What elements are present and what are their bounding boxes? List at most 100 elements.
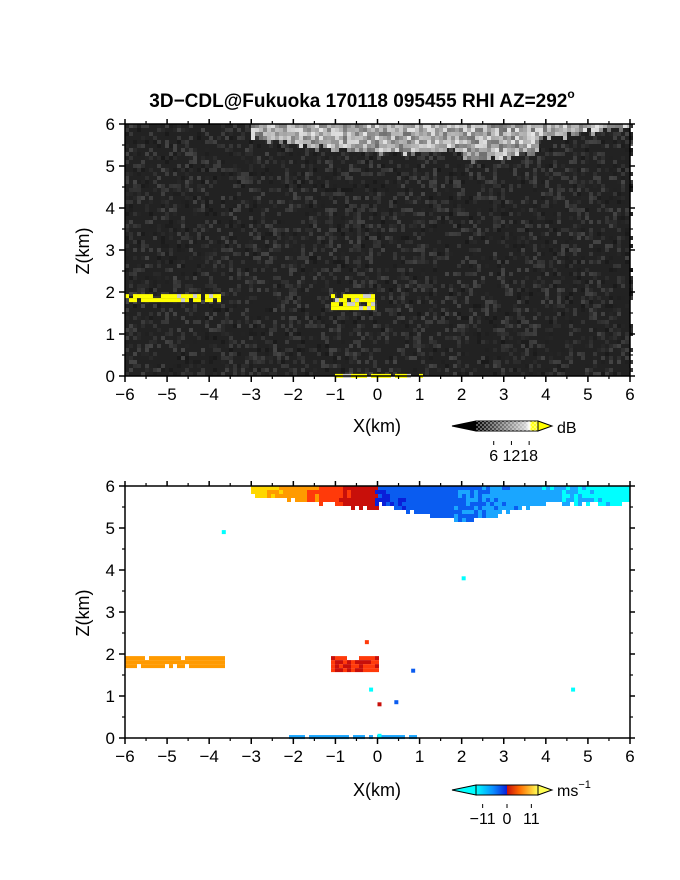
noise-pixel bbox=[293, 196, 297, 200]
noise-pixel bbox=[453, 200, 457, 204]
noise-pixel bbox=[153, 288, 157, 292]
noise-pixel bbox=[441, 284, 445, 288]
noise-pixel bbox=[253, 228, 257, 232]
noise-pixel bbox=[417, 212, 421, 216]
noise-pixel bbox=[389, 168, 393, 172]
noise-pixel bbox=[557, 172, 561, 176]
cloud-pixel bbox=[487, 140, 491, 144]
noise-pixel bbox=[261, 216, 265, 220]
velocity-pixel bbox=[347, 494, 351, 498]
noise-pixel bbox=[305, 292, 309, 296]
velocity-pixel bbox=[343, 660, 347, 665]
noise-pixel bbox=[573, 152, 577, 156]
noise-pixel bbox=[333, 212, 337, 216]
cloud-pixel bbox=[439, 140, 443, 144]
noise-pixel bbox=[409, 332, 413, 336]
cloud-pixel bbox=[395, 148, 399, 152]
velocity-pixel bbox=[610, 486, 614, 490]
cloud-pixel bbox=[551, 132, 555, 136]
noise-pixel bbox=[417, 244, 421, 248]
noise-pixel bbox=[297, 280, 301, 284]
velocity-pixel bbox=[614, 494, 618, 498]
noise-pixel bbox=[309, 348, 313, 352]
noise-pixel bbox=[629, 172, 633, 176]
noise-pixel bbox=[429, 220, 433, 224]
velocity-pixel bbox=[386, 494, 390, 498]
noise-pixel bbox=[573, 172, 577, 176]
noise-pixel bbox=[249, 280, 253, 284]
cloud-pixel bbox=[479, 136, 483, 140]
noise-pixel bbox=[381, 248, 385, 252]
velocity-pixel bbox=[263, 486, 267, 490]
cloud-pixel bbox=[515, 124, 519, 128]
noise-pixel bbox=[397, 328, 401, 332]
velocity-pixel bbox=[506, 506, 510, 510]
noise-pixel bbox=[173, 228, 177, 232]
noise-pixel bbox=[501, 272, 505, 276]
cloud-pixel bbox=[379, 124, 383, 128]
noise-pixel bbox=[233, 156, 237, 160]
noise-pixel bbox=[613, 216, 617, 220]
noise-pixel bbox=[357, 232, 361, 236]
noise-pixel bbox=[345, 188, 349, 192]
noise-pixel bbox=[617, 216, 621, 220]
cloud-pixel bbox=[371, 132, 375, 136]
cloud-pixel bbox=[527, 124, 531, 128]
cloud-pixel bbox=[523, 140, 527, 144]
noise-pixel bbox=[493, 220, 497, 224]
noise-pixel bbox=[145, 352, 149, 356]
cloud-pixel bbox=[443, 148, 447, 152]
cloud-pixel bbox=[399, 128, 403, 132]
noise-pixel bbox=[257, 248, 261, 252]
noise-pixel bbox=[569, 172, 573, 176]
noise-pixel bbox=[621, 164, 625, 168]
cloud-pixel bbox=[399, 144, 403, 148]
noise-pixel bbox=[417, 324, 421, 328]
cloud-pixel bbox=[443, 128, 447, 132]
noise-pixel bbox=[525, 276, 529, 280]
noise-pixel bbox=[177, 248, 181, 252]
noise-pixel bbox=[321, 300, 325, 304]
noise-pixel bbox=[153, 188, 157, 192]
noise-pixel bbox=[133, 164, 137, 168]
velocity-pixel bbox=[169, 656, 173, 661]
noise-pixel bbox=[145, 276, 149, 280]
noise-pixel bbox=[209, 280, 213, 284]
noise-pixel bbox=[289, 352, 293, 356]
noise-pixel bbox=[129, 276, 133, 280]
noise-pixel bbox=[409, 304, 413, 308]
cloud-pixel bbox=[515, 132, 519, 136]
noise-pixel bbox=[493, 328, 497, 332]
noise-pixel bbox=[621, 280, 625, 284]
noise-pixel bbox=[429, 200, 433, 204]
noise-pixel bbox=[545, 368, 549, 372]
velocity-pixel bbox=[422, 506, 426, 510]
cloud-pixel bbox=[271, 132, 275, 136]
noise-pixel bbox=[141, 292, 145, 296]
noise-pixel bbox=[465, 212, 469, 216]
noise-pixel bbox=[269, 240, 273, 244]
velocity-pixel bbox=[398, 498, 402, 502]
noise-pixel bbox=[409, 260, 413, 264]
cloud-pixel bbox=[411, 148, 415, 152]
velocity-pixel bbox=[177, 660, 181, 665]
noise-pixel bbox=[245, 204, 249, 208]
noise-pixel bbox=[397, 308, 401, 312]
velocity-pixel bbox=[482, 506, 486, 510]
cloud-pixel bbox=[387, 136, 391, 140]
echo-pixel bbox=[335, 306, 339, 311]
velocity-pixel bbox=[614, 490, 618, 494]
velocity-pixel bbox=[458, 518, 462, 522]
noise-pixel bbox=[213, 288, 217, 292]
velocity-pixel bbox=[283, 486, 287, 490]
noise-pixel bbox=[413, 352, 417, 356]
noise-pixel bbox=[129, 368, 133, 372]
velocity-pixel bbox=[367, 660, 371, 665]
velocity-pixel bbox=[287, 498, 291, 502]
cloud-pixel bbox=[427, 144, 431, 148]
cloud-pixel bbox=[371, 140, 375, 144]
velocity-pixel bbox=[462, 514, 466, 518]
noise-pixel bbox=[161, 128, 165, 132]
noise-pixel bbox=[609, 244, 613, 248]
noise-pixel bbox=[521, 340, 525, 344]
